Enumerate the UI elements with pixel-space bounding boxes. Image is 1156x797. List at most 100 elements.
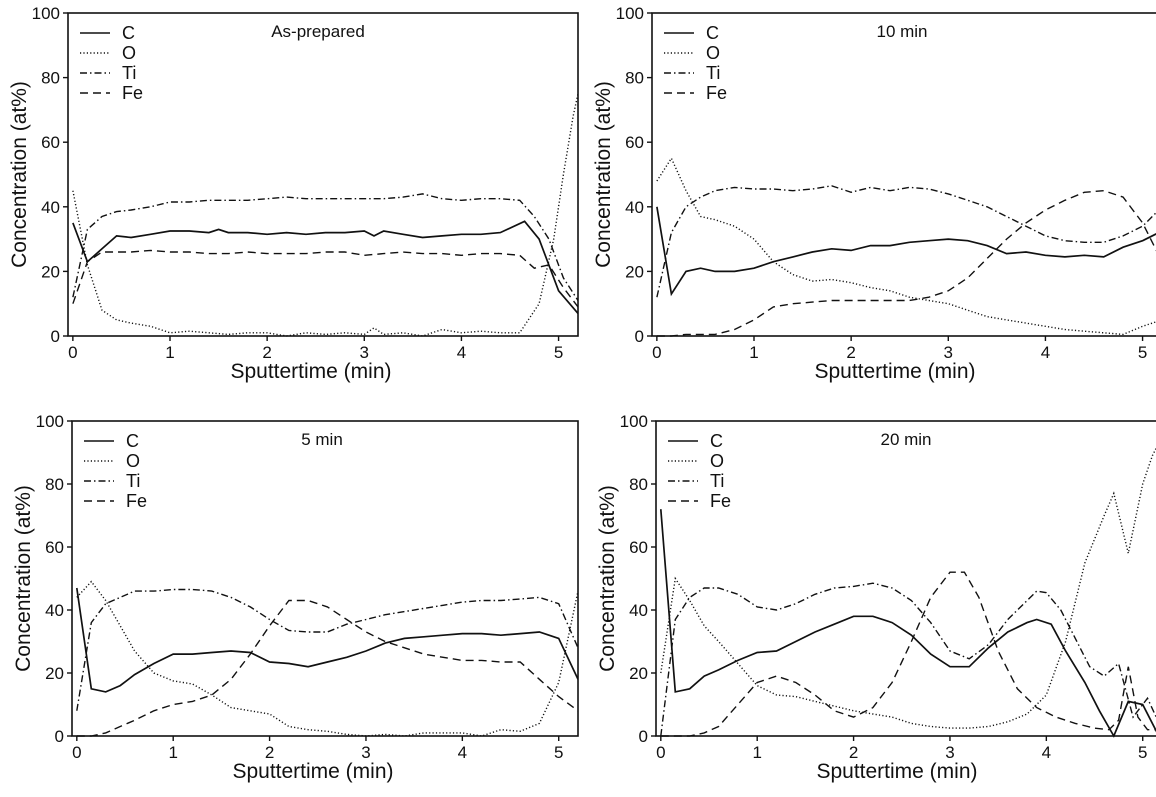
series-line-ti <box>660 582 1156 737</box>
y-tick-label: 0 <box>639 727 648 746</box>
x-tick-label: 2 <box>265 743 274 762</box>
y-tick-label: 40 <box>45 601 64 620</box>
legend-label: C <box>122 23 135 43</box>
legend-label: O <box>122 43 136 63</box>
plot-frame <box>71 420 579 737</box>
chart-panel-3: 0 20 40 60 80 100 0 1 2 3 4 5 Sputtertime (min) Conce… <box>596 412 1156 783</box>
y-tick-label: 60 <box>629 538 648 557</box>
y-tick-label: 60 <box>41 133 60 152</box>
x-tick-label: 1 <box>168 743 177 762</box>
y-tick-label: 40 <box>629 601 648 620</box>
panel-title: 20 min <box>880 430 931 449</box>
plot-frame <box>651 12 1156 337</box>
plot-frame <box>655 420 1156 737</box>
legend-label: Fe <box>710 491 731 511</box>
series-line-o <box>660 447 1156 729</box>
legend-label: O <box>126 451 140 471</box>
y-tick-label: 0 <box>635 327 644 346</box>
series-line-ti <box>72 193 578 301</box>
y-tick-label: 100 <box>36 412 64 431</box>
legend-label: Fe <box>122 83 143 103</box>
x-tick-label: 1 <box>165 343 174 362</box>
x-tick-label: 2 <box>849 743 858 762</box>
x-tick-label: 0 <box>656 743 665 762</box>
series-line-fe <box>76 599 578 737</box>
y-tick-label: 100 <box>616 4 644 23</box>
x-tick-label: 0 <box>68 343 77 362</box>
x-axis-label: Sputtertime (min) <box>816 760 977 783</box>
series-line-o <box>656 156 1156 336</box>
y-tick-label: 80 <box>41 69 60 88</box>
legend-label: Ti <box>126 471 140 491</box>
y-axis-label: Concentration (at%) <box>592 81 615 268</box>
chart-panel-1: 0 20 40 60 80 100 0 1 2 3 4 5 Sputtertime (min) Conce… <box>592 4 1156 383</box>
series-line-o <box>76 580 578 737</box>
legend-label: Fe <box>126 491 147 511</box>
x-tick-label: 3 <box>944 343 953 362</box>
chart-panel-2: 0 20 40 60 80 100 0 1 2 3 4 5 Sputtertime (min) Conce… <box>12 412 579 783</box>
series-line-fe <box>660 571 1156 737</box>
panel-title: 5 min <box>301 430 343 449</box>
x-tick-label: 0 <box>652 343 661 362</box>
y-tick-label: 0 <box>51 327 60 346</box>
x-tick-label: 5 <box>1138 343 1147 362</box>
panel-title: As-prepared <box>271 22 365 41</box>
y-tick-label: 20 <box>625 262 644 281</box>
legend-label: C <box>710 431 723 451</box>
x-axis-label: Sputtertime (min) <box>232 760 393 783</box>
y-tick-label: 80 <box>45 475 64 494</box>
series-line-ti <box>76 588 578 711</box>
x-tick-label: 4 <box>1041 343 1050 362</box>
series-line-c <box>659 509 1156 738</box>
legend-label: Ti <box>710 471 724 491</box>
y-axis-label: Concentration (at%) <box>12 485 35 672</box>
x-tick-label: 5 <box>554 743 563 762</box>
legend-label: O <box>710 451 724 471</box>
series-line-c <box>656 206 1156 297</box>
y-tick-label: 0 <box>55 727 64 746</box>
x-axis-label: Sputtertime (min) <box>230 360 391 383</box>
series-line-o <box>72 93 578 337</box>
plot-frame <box>67 12 579 337</box>
x-tick-label: 5 <box>554 343 563 362</box>
panel-title: 10 min <box>876 22 927 41</box>
legend-label: Fe <box>706 83 727 103</box>
y-tick-label: 20 <box>45 664 64 683</box>
y-tick-label: 20 <box>629 664 648 683</box>
x-tick-label: 5 <box>1138 743 1147 762</box>
y-tick-label: 60 <box>45 538 64 557</box>
x-tick-label: 4 <box>458 743 467 762</box>
y-axis-label: Concentration (at%) <box>596 485 619 672</box>
y-tick-label: 80 <box>625 69 644 88</box>
legend-label: O <box>706 43 720 63</box>
x-tick-label: 2 <box>846 343 855 362</box>
x-tick-label: 1 <box>752 743 761 762</box>
y-tick-label: 20 <box>41 262 60 281</box>
x-tick-label: 2 <box>262 343 271 362</box>
x-tick-label: 3 <box>360 343 369 362</box>
x-tick-label: 4 <box>1042 743 1051 762</box>
x-tick-label: 0 <box>72 743 81 762</box>
legend-label: C <box>126 431 139 451</box>
y-tick-label: 100 <box>620 412 648 431</box>
y-tick-label: 60 <box>625 133 644 152</box>
x-tick-label: 3 <box>945 743 954 762</box>
series-line-ti <box>656 185 1156 298</box>
series-line-fe <box>72 249 578 308</box>
series-line-fe <box>656 189 1156 337</box>
y-tick-label: 40 <box>625 198 644 217</box>
legend-label: C <box>706 23 719 43</box>
y-axis-label: Concentration (at%) <box>8 81 31 268</box>
y-tick-label: 80 <box>629 475 648 494</box>
legend-label: Ti <box>122 63 136 83</box>
series-line-c <box>72 220 578 314</box>
x-tick-label: 1 <box>749 343 758 362</box>
y-tick-label: 100 <box>32 4 60 23</box>
x-tick-label: 3 <box>361 743 370 762</box>
legend-label: Ti <box>706 63 720 83</box>
